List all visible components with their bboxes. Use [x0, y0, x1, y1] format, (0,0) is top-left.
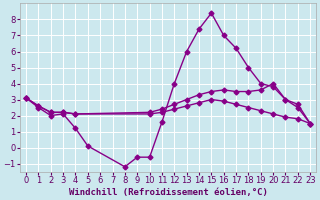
X-axis label: Windchill (Refroidissement éolien,°C): Windchill (Refroidissement éolien,°C) — [69, 188, 268, 197]
